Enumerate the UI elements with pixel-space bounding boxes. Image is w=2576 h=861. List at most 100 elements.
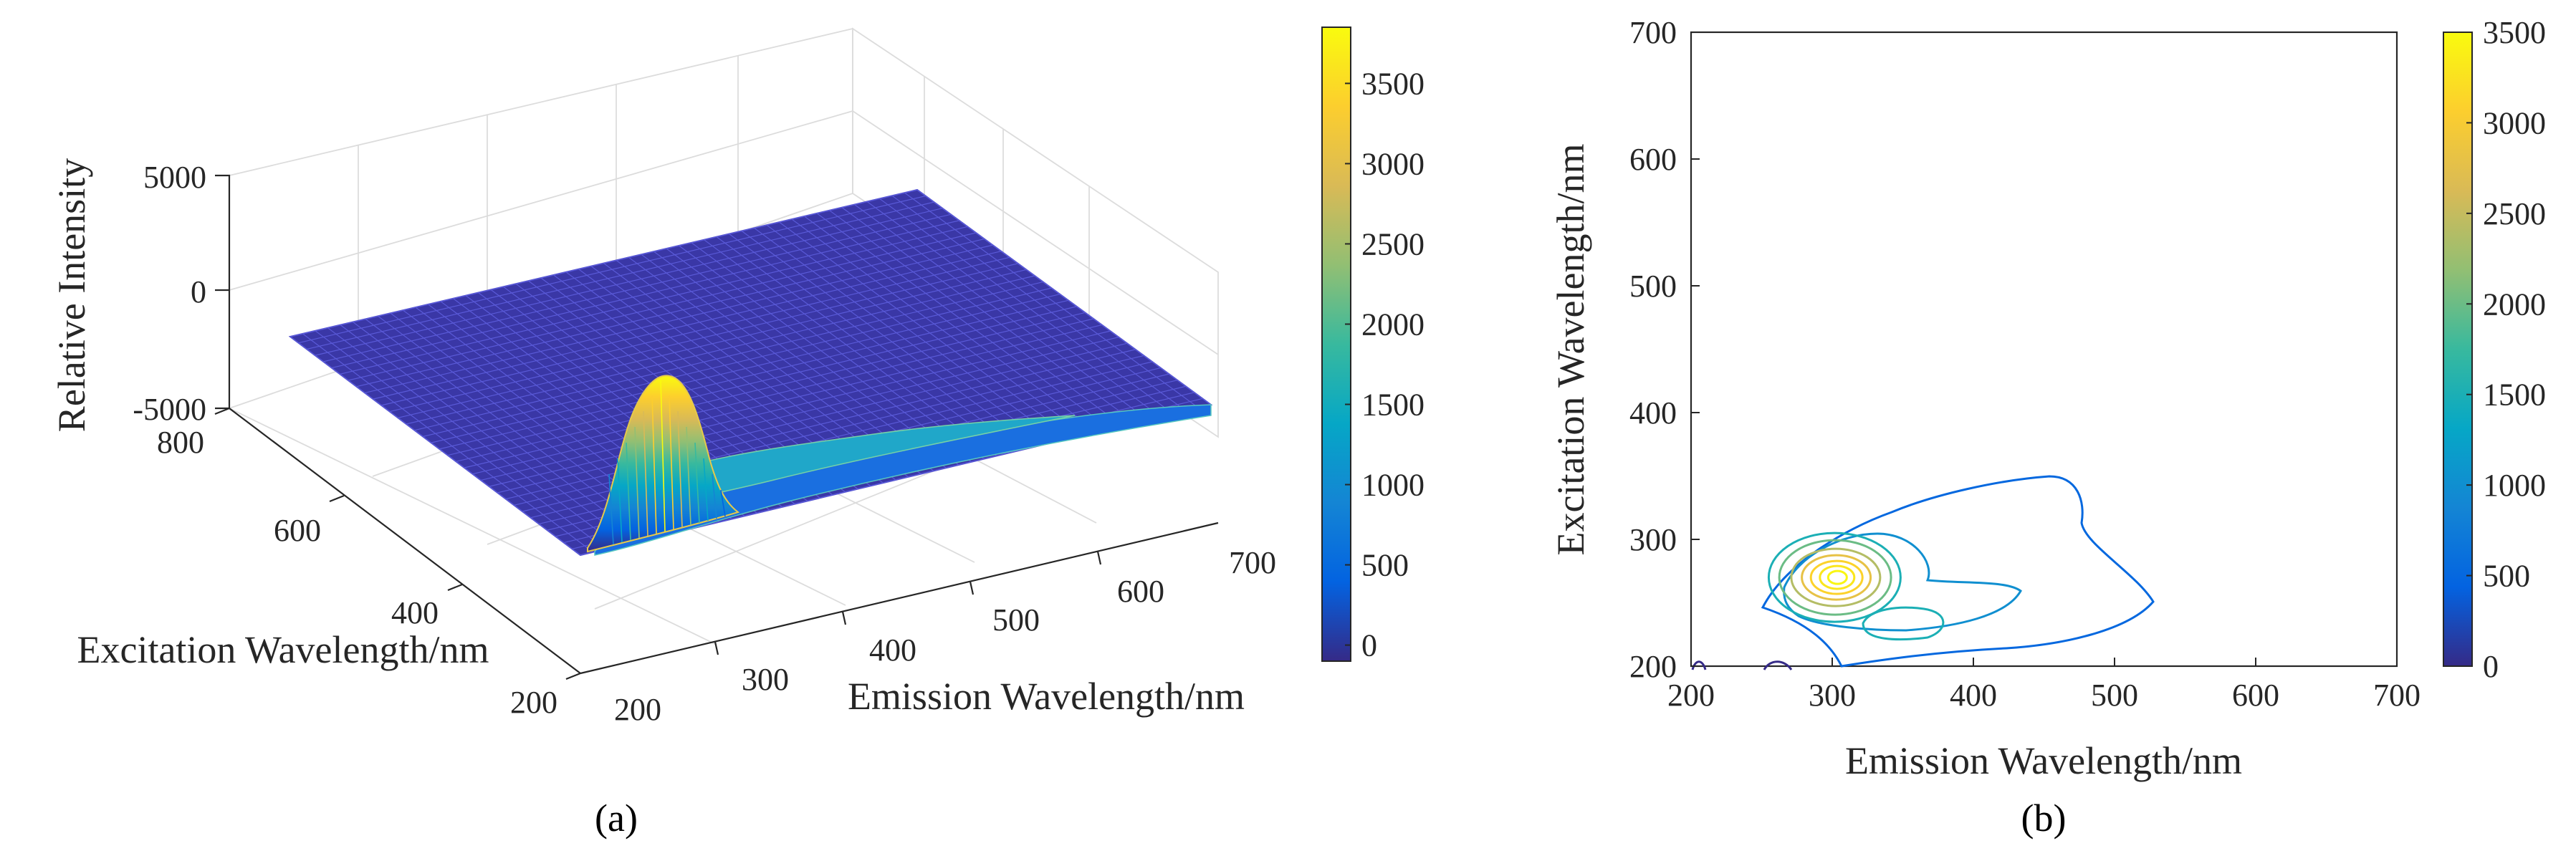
colorbar-b: 0 500 1000 1500 2000 2500 3000 3500 [2443, 15, 2546, 684]
contour-lines [1691, 475, 2155, 670]
contour-line [1819, 564, 1856, 590]
mesh-line [348, 232, 977, 381]
y-tick-mark [329, 494, 345, 503]
x-tick-label-b: 700 [2373, 678, 2421, 713]
contour-line [1778, 539, 1892, 616]
panel-a-axes [214, 174, 1219, 680]
x-tick-mark [1096, 551, 1102, 565]
contour-line [1767, 531, 1902, 623]
mesh-line [904, 192, 1199, 408]
y-tick-label: 600 [274, 513, 321, 548]
mesh-line [489, 337, 1119, 487]
colorbar-tick-label: 2500 [1361, 226, 1425, 261]
mesh-line [729, 234, 1023, 451]
y-tick-label-b: 600 [1629, 142, 1677, 177]
mesh-line [381, 256, 1010, 406]
mesh-line [816, 213, 1111, 430]
surface-peak-region [587, 375, 1212, 556]
mesh-line [505, 349, 1136, 500]
x-tick-label: 300 [742, 662, 789, 697]
caption-b: (b) [2021, 797, 2067, 840]
x-tick-label: 400 [869, 632, 916, 668]
colorbar-tick-label: 0 [1361, 628, 1377, 663]
colorbar-a-bar [1321, 27, 1351, 662]
y-tick-label-b: 400 [1629, 395, 1677, 430]
mesh-line [497, 342, 1127, 494]
x-axis-label-b: Emission Wavelength/nm [1845, 739, 2242, 782]
peak-mesh-line [651, 395, 657, 534]
mesh-line [791, 218, 1086, 436]
x-tick-label-b: 200 [1667, 678, 1715, 713]
panel-b: 200 300 400 500 600 700 200 300 400 500 600 700 Emi… [1549, 15, 2546, 840]
mesh-line [829, 210, 1124, 426]
colorbar-b-ticks: 0 500 1000 1500 2000 2500 3000 3500 [2466, 15, 2546, 684]
y-tick-label: 400 [391, 595, 439, 630]
y-tick-label: 800 [157, 425, 204, 460]
mesh-line [307, 201, 934, 350]
peak-mesh-line [720, 489, 726, 517]
colorbar-tick-label: 1500 [1361, 388, 1425, 423]
colorbar-tick-label: 3000 [1361, 146, 1425, 181]
mesh-line [340, 226, 968, 375]
mesh-line [879, 198, 1174, 415]
colorbar-tick-label: 1000 [2483, 468, 2546, 503]
mesh-line [431, 294, 1060, 443]
mesh-line [779, 221, 1073, 438]
y-tick-label-b: 500 [1629, 269, 1677, 304]
mesh-line [854, 204, 1149, 420]
colorbar-a-ticks: 0 500 1000 1500 2000 2500 3000 3500 [1345, 66, 1425, 663]
colorbar-tick-label: 2000 [1361, 307, 1425, 342]
y-tick-mark [214, 407, 230, 415]
mesh-line [289, 189, 918, 337]
panel-b-ticks: 200 300 400 500 600 700 200 300 400 500 600 700 [1629, 15, 2421, 713]
mesh-line [766, 224, 1060, 441]
colorbar-tick-label: 2500 [2483, 196, 2546, 231]
mesh-line [666, 248, 959, 466]
y-tick-label-b: 300 [1629, 522, 1677, 557]
mesh-line [679, 245, 972, 463]
mesh-line [423, 287, 1052, 438]
contour-line [1691, 660, 1707, 670]
x-tick-label: 500 [992, 602, 1040, 638]
colorbar-tick-label: 500 [2483, 559, 2530, 594]
x-tick-label: 200 [614, 692, 661, 727]
mesh-line [741, 230, 1035, 448]
y-axis [229, 408, 581, 674]
colorbar-tick-label: 2000 [2483, 287, 2546, 322]
z-tick-label: 5000 [143, 160, 206, 195]
y-tick-mark [447, 583, 463, 592]
mesh-line [691, 242, 985, 460]
y-tick-mark [565, 672, 581, 680]
mesh-line [389, 263, 1018, 413]
mesh-line [866, 201, 1161, 418]
contour-line [1761, 475, 2155, 668]
x-tick-label-b: 600 [2232, 678, 2279, 713]
colorbar-tick-label: 0 [2483, 649, 2499, 684]
mesh-line [356, 238, 985, 388]
contour-line [1809, 559, 1864, 595]
peak-mesh-line [677, 410, 683, 528]
peak-mesh-line [660, 379, 666, 532]
peak-mesh-line [703, 458, 709, 521]
colorbar-tick-label: 1000 [1361, 468, 1425, 503]
colorbar-tick-label: 3000 [2483, 105, 2546, 140]
mesh-line [331, 220, 959, 369]
contour-line [1801, 554, 1872, 601]
y-tick-label-b: 200 [1629, 649, 1677, 684]
z-axis [215, 174, 231, 410]
y-axis-label-b: Excitation Wavelength/nm [1549, 143, 1592, 555]
mesh-line [289, 336, 581, 556]
mesh-line [323, 213, 951, 362]
mesh-line [916, 189, 1212, 405]
z-tick-label: 0 [191, 274, 206, 309]
x-tick-label: 600 [1117, 574, 1164, 609]
peak-mesh-line [634, 426, 640, 539]
colorbar-b-bar [2443, 32, 2473, 667]
y-tick-label: 200 [510, 685, 557, 720]
mesh-line [891, 195, 1187, 411]
grid-line [852, 110, 1219, 355]
mesh-line [716, 236, 1010, 453]
x-tick-label-b: 400 [1950, 678, 1997, 713]
mesh-line [804, 216, 1098, 433]
y-tick-label-b: 700 [1629, 15, 1677, 50]
